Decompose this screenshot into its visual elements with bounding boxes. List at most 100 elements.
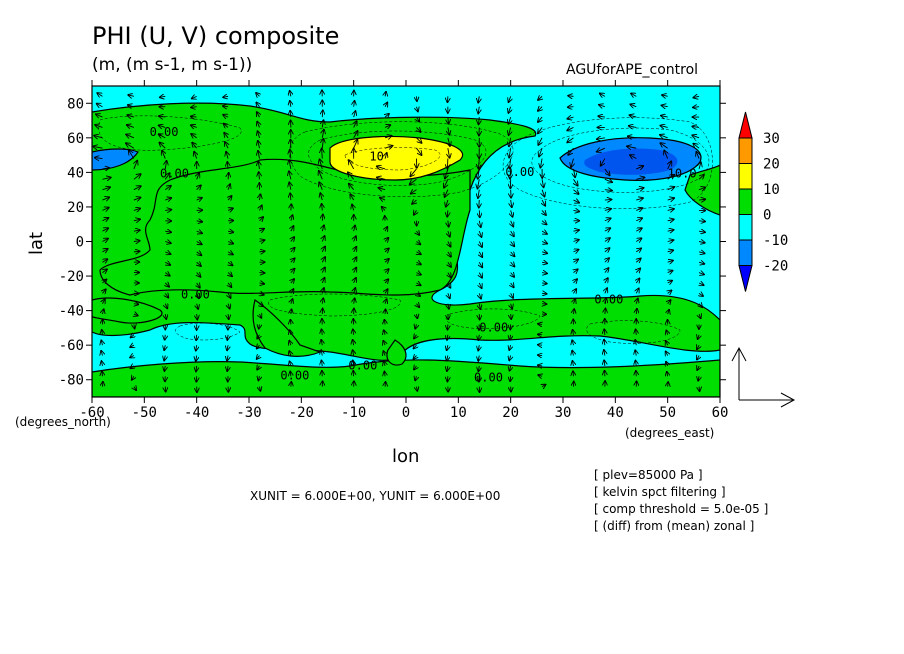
wind-vector <box>128 95 134 96</box>
wind-vector <box>693 144 700 149</box>
wind-vector <box>159 143 166 149</box>
wind-vector <box>416 107 417 112</box>
low-anomaly-core <box>584 148 678 175</box>
chart-title: PHI (U, V) composite <box>92 22 340 50</box>
wind-vector <box>667 219 674 220</box>
wind-vector <box>629 126 637 128</box>
wind-vector <box>353 361 354 366</box>
wind-vector <box>668 161 672 170</box>
wind-vector <box>93 146 103 148</box>
y-tick-label: 40 <box>67 165 84 181</box>
x-tick-label: -40 <box>184 405 209 421</box>
y-tick-label: -80 <box>59 373 84 389</box>
wind-vector <box>605 309 606 315</box>
wind-vector <box>258 151 259 159</box>
wind-vector <box>129 151 135 159</box>
wind-vector <box>660 143 668 149</box>
wind-vector <box>321 361 322 366</box>
wind-vector <box>511 304 513 309</box>
wind-vector <box>511 230 514 236</box>
x-axis-label: lon <box>392 446 420 467</box>
wind-vector <box>385 103 387 107</box>
wind-vector <box>692 135 700 137</box>
wind-vector <box>573 210 579 211</box>
wind-vector <box>699 162 701 170</box>
wind-vector <box>604 218 611 220</box>
wind-vector <box>319 182 322 190</box>
wind-vector <box>223 106 229 107</box>
wind-vector <box>133 174 141 180</box>
wind-vector <box>511 314 512 319</box>
wind-vector <box>291 258 295 262</box>
wind-vector <box>509 96 511 102</box>
wind-vector <box>509 158 510 169</box>
wind-vector <box>698 335 699 339</box>
wind-vector <box>416 147 421 155</box>
wind-vector <box>538 355 542 356</box>
y-tick-label: -60 <box>59 338 84 354</box>
wind-vector <box>165 252 170 254</box>
wind-vector <box>630 155 637 159</box>
wind-vector <box>165 262 170 265</box>
wind-vector <box>322 204 323 211</box>
contour-line <box>308 130 487 186</box>
wind-vector <box>597 148 606 152</box>
wind-vector <box>227 231 233 232</box>
wind-vector <box>542 283 547 284</box>
wind-vector <box>697 366 699 370</box>
wind-vector <box>478 168 480 179</box>
wind-vector <box>572 351 573 356</box>
wind-vector <box>197 173 199 180</box>
wind-vector <box>699 293 703 296</box>
wind-vector <box>291 299 293 304</box>
wind-vector <box>630 104 637 106</box>
wind-vector <box>509 137 511 146</box>
wind-vector <box>573 259 578 262</box>
wind-vector <box>96 114 103 117</box>
wind-vector <box>541 242 547 244</box>
wind-vector <box>385 299 387 303</box>
wind-vector <box>223 115 228 117</box>
contour-line <box>344 147 441 171</box>
note-line: [ comp threshold = 5.0e-05 ] <box>594 502 769 516</box>
wind-vector <box>291 215 293 221</box>
wind-vector <box>508 106 510 113</box>
wind-vector <box>448 230 450 237</box>
wind-vector <box>660 135 668 138</box>
wind-vector <box>133 251 140 252</box>
wind-vector <box>225 142 228 149</box>
wind-vector <box>126 143 135 149</box>
wind-vector <box>259 324 260 328</box>
wind-vector <box>256 102 259 106</box>
wind-vector <box>384 136 392 138</box>
wind-vector <box>699 283 704 285</box>
x-tick-label: 40 <box>607 405 624 421</box>
wind-vector <box>194 152 197 159</box>
wind-vector <box>573 200 579 203</box>
wind-vector <box>511 262 515 266</box>
wind-vector <box>573 240 578 242</box>
wind-vector <box>320 193 322 201</box>
wind-vector <box>322 139 323 149</box>
wind-vector <box>228 184 230 190</box>
wind-vector <box>693 96 700 97</box>
wind-vector <box>635 350 636 356</box>
wind-vector <box>509 356 510 361</box>
wind-vector <box>416 304 419 307</box>
wind-vector <box>259 172 260 180</box>
wind-vector <box>353 340 354 346</box>
wind-vector <box>259 283 264 284</box>
wind-vector <box>542 231 547 234</box>
wind-vector <box>636 177 644 179</box>
colorbar-segment <box>738 265 753 292</box>
wind-vector <box>412 200 416 204</box>
wind-vector <box>636 188 643 190</box>
wind-vector <box>322 257 325 263</box>
wind-vector <box>228 283 231 287</box>
wind-vector <box>416 293 420 296</box>
wind-vector <box>571 158 573 168</box>
wind-vector <box>385 114 389 117</box>
wind-vector <box>699 221 705 222</box>
wind-vector <box>290 150 291 159</box>
